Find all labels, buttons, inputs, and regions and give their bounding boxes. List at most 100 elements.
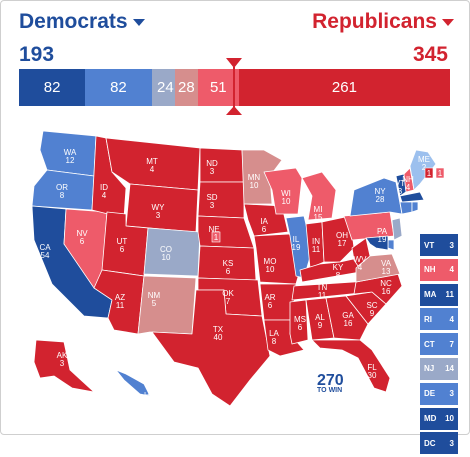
republicans-label: Republicans bbox=[312, 10, 437, 33]
state-pa-ev-label: 19 bbox=[378, 235, 387, 244]
state-fl[interactable] bbox=[311, 339, 391, 393]
state-nm[interactable] bbox=[137, 275, 197, 335]
state-hi-name-label: HI bbox=[144, 391, 152, 400]
state-wv[interactable] bbox=[351, 237, 371, 267]
state-ia-name-label: IA bbox=[260, 217, 268, 226]
state-az-name-label: AZ bbox=[115, 293, 125, 302]
state-mi-name-label: MI bbox=[314, 205, 323, 214]
state-ms[interactable] bbox=[289, 299, 309, 345]
democrats-dropdown[interactable]: Democrats bbox=[19, 10, 145, 34]
republicans-dropdown[interactable]: Republicans bbox=[312, 10, 454, 34]
bar-segment-likely-rep[interactable]: 51 bbox=[197, 69, 239, 106]
bar-segment-solid-dem[interactable]: 82 bbox=[19, 69, 86, 106]
democrats-label: Democrats bbox=[19, 10, 128, 33]
me-district-1-box[interactable] bbox=[424, 167, 434, 179]
state-ny-ev-label: 28 bbox=[376, 195, 385, 204]
state-tx[interactable] bbox=[151, 289, 271, 407]
state-al-name-label: AL bbox=[315, 313, 325, 322]
state-ar-name-label: AR bbox=[264, 293, 275, 302]
state-ky-ev-label: 8 bbox=[336, 271, 341, 280]
state-ne-name-label: NE bbox=[208, 225, 219, 234]
bar-segment-lean-rep[interactable]: 28 bbox=[175, 69, 198, 106]
ne-district-box[interactable] bbox=[211, 231, 221, 243]
state-sd[interactable] bbox=[197, 181, 245, 219]
state-ga[interactable] bbox=[325, 295, 369, 341]
state-sd-ev-label: 3 bbox=[210, 201, 215, 210]
state-hi[interactable] bbox=[115, 369, 151, 397]
small-state-ct[interactable]: CT 7 bbox=[420, 333, 458, 356]
republicans-total: 345 bbox=[412, 43, 448, 66]
small-state-dc[interactable]: DC 3 bbox=[420, 432, 458, 455]
state-az-ev-label: 11 bbox=[116, 301, 125, 310]
small-states-list: VT 3 NH 4 MA 11 RI 4 CT 7 NJ 14 DE 3 MD 10 DC 3 bbox=[420, 234, 458, 457]
state-nv-name-label: NV bbox=[76, 229, 88, 238]
state-mt-name-label: MT bbox=[146, 157, 158, 166]
270towin-logo[interactable]: 270 TO WIN bbox=[317, 372, 344, 394]
state-ri[interactable] bbox=[411, 201, 419, 213]
state-in-name-label: IN bbox=[312, 237, 320, 246]
state-sd-name-label: SD bbox=[206, 193, 217, 202]
small-state-md[interactable]: MD 10 bbox=[420, 407, 458, 430]
bar-segment-solid-rep[interactable]: 261 bbox=[238, 69, 450, 106]
state-ne[interactable] bbox=[197, 215, 255, 249]
small-state-nj[interactable]: NJ 14 bbox=[420, 357, 458, 380]
state-al-ev-label: 9 bbox=[318, 321, 323, 330]
state-wi[interactable] bbox=[263, 167, 303, 215]
state-or[interactable] bbox=[31, 169, 95, 211]
small-state-ma[interactable]: MA 11 bbox=[420, 283, 458, 306]
state-de[interactable] bbox=[387, 239, 395, 251]
state-me[interactable] bbox=[409, 149, 437, 191]
logo-to: TO bbox=[317, 387, 327, 394]
state-me-ev-label: 2 bbox=[422, 163, 427, 172]
state-id-name-label: ID bbox=[100, 183, 108, 192]
state-wi-name-label: WI bbox=[281, 189, 291, 198]
state-co[interactable] bbox=[143, 227, 201, 277]
state-la-ev-label: 8 bbox=[272, 337, 277, 346]
state-mi[interactable] bbox=[301, 171, 337, 221]
state-wy-ev-label: 3 bbox=[156, 211, 161, 220]
small-state-ri[interactable]: RI 4 bbox=[420, 308, 458, 331]
state-ny-name-label: NY bbox=[374, 187, 386, 196]
state-nj[interactable] bbox=[391, 217, 403, 241]
state-ct[interactable] bbox=[399, 201, 413, 215]
bar-segment-likely-dem[interactable]: 82 bbox=[85, 69, 152, 106]
state-mt-ev-label: 4 bbox=[150, 165, 155, 174]
small-state-vt[interactable]: VT 3 bbox=[420, 234, 458, 256]
state-nm-name-label: NM bbox=[148, 291, 161, 300]
state-ar-ev-label: 6 bbox=[268, 301, 273, 310]
state-fl-ev-label: 30 bbox=[368, 371, 377, 380]
state-id-ev-label: 4 bbox=[102, 191, 107, 200]
state-oh-ev-label: 17 bbox=[338, 239, 347, 248]
state-nm-ev-label: 5 bbox=[152, 299, 157, 308]
state-mo-name-label: MO bbox=[264, 257, 277, 266]
me-district-2-box[interactable] bbox=[435, 167, 445, 179]
bar-segment-lean-dem[interactable] bbox=[151, 69, 156, 106]
270-threshold-line bbox=[233, 67, 235, 109]
state-wv-ev-label: 4 bbox=[358, 263, 363, 272]
state-tn-name-label: TN bbox=[317, 283, 328, 292]
state-ga-name-label: GA bbox=[342, 311, 354, 320]
state-mi-ev-label: 15 bbox=[314, 213, 323, 222]
state-va-name-label: VA bbox=[381, 259, 392, 268]
bar-segment-tossup[interactable]: 24 bbox=[155, 69, 176, 106]
state-nd-ev-label: 3 bbox=[210, 167, 215, 176]
state-md[interactable] bbox=[365, 235, 389, 251]
chevron-down-icon bbox=[442, 18, 454, 26]
state-ok-ev-label: 7 bbox=[226, 297, 231, 306]
state-sc-name-label: SC bbox=[366, 301, 377, 310]
state-ca-ev-label: 54 bbox=[41, 251, 50, 260]
state-ky-name-label: KY bbox=[333, 263, 344, 272]
state-ma[interactable] bbox=[399, 191, 425, 203]
state-wy-name-label: WY bbox=[152, 203, 166, 212]
me-district-1-label: 1 bbox=[427, 169, 432, 178]
logo-number: 270 bbox=[317, 372, 344, 389]
electoral-vote-bar: 82 82 24 28 51 261 bbox=[19, 69, 450, 106]
state-tx-name-label: TX bbox=[213, 325, 224, 334]
small-state-de[interactable]: DE 3 bbox=[420, 382, 458, 405]
state-or-ev-label: 8 bbox=[60, 191, 65, 200]
small-state-nh[interactable]: NH 4 bbox=[420, 258, 458, 281]
state-ak-name-label: AK bbox=[57, 351, 68, 360]
state-oh-name-label: OH bbox=[336, 231, 348, 240]
state-ak[interactable] bbox=[33, 339, 95, 393]
270-marker-top-icon bbox=[226, 58, 242, 68]
